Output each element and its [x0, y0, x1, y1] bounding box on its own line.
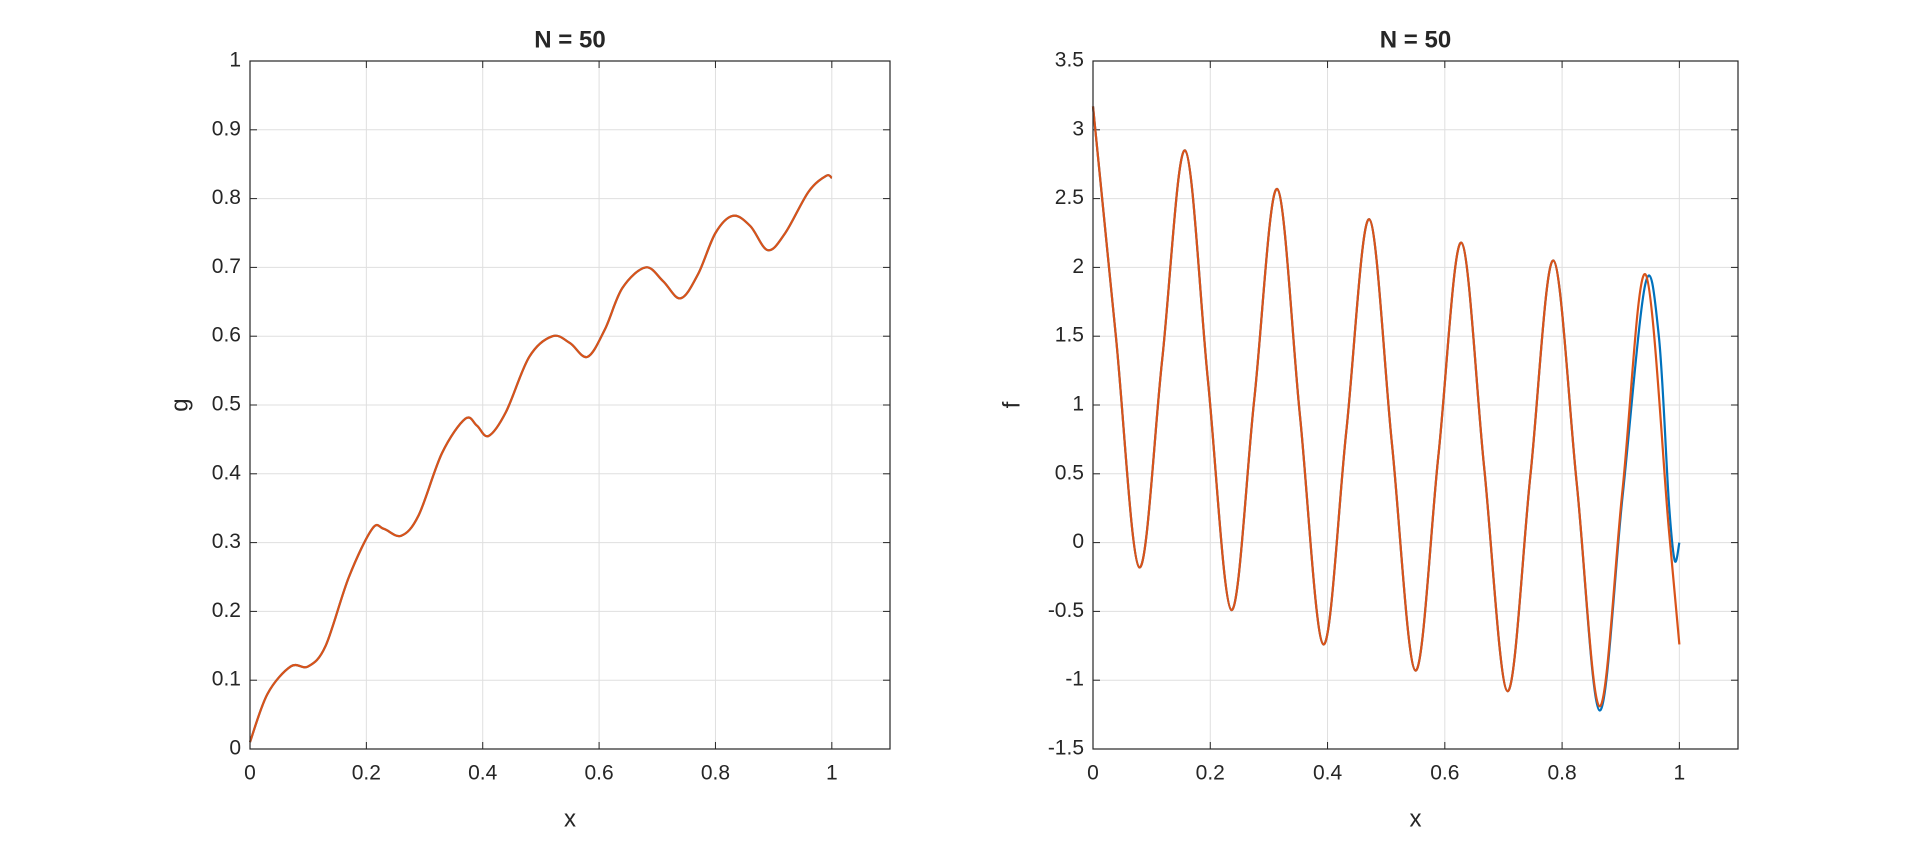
y-tick-label: 0 — [229, 737, 241, 760]
x-tick-label: 0.6 — [1430, 762, 1459, 785]
y-tick-label: 0.1 — [212, 668, 241, 691]
y-axis-label: f — [998, 401, 1025, 408]
y-tick-label: 1.5 — [1055, 324, 1084, 347]
y-tick-label: -1.5 — [1048, 737, 1084, 760]
y-tick-label: -1 — [1065, 668, 1084, 691]
x-tick-label: 0.4 — [1313, 762, 1343, 785]
y-tick-label: 0.2 — [212, 599, 241, 622]
y-tick-label: 3 — [1072, 117, 1084, 140]
x-tick-label: 1 — [1674, 762, 1686, 785]
y-tick-label: 0.9 — [212, 117, 241, 140]
y-tick-label: 3.5 — [1055, 49, 1084, 72]
y-tick-label: 0.5 — [1055, 461, 1084, 484]
y-axis-label: g — [166, 398, 193, 411]
data-line — [1091, 106, 1681, 708]
axes-box — [249, 60, 891, 750]
y-tick-label: 0.8 — [212, 186, 241, 209]
y-tick-label: 1 — [229, 49, 241, 72]
axes-box — [1092, 60, 1739, 750]
y-tick-label: 2.5 — [1055, 186, 1084, 209]
x-tick-label: 0.2 — [1196, 762, 1225, 785]
x-tick-label: 0.2 — [352, 762, 381, 785]
chart-title: N = 50 — [534, 26, 605, 53]
y-tick-label: 0.4 — [212, 461, 242, 484]
y-tick-label: 1 — [1072, 393, 1084, 416]
x-tick-label: 0.4 — [468, 762, 498, 785]
data-line — [248, 174, 833, 743]
y-tick-label: 0.5 — [212, 393, 241, 416]
y-tick-label: 2 — [1072, 255, 1084, 278]
x-tick-label: 0 — [244, 762, 256, 785]
y-tick-label: 0 — [1072, 530, 1084, 553]
x-axis-label: x — [1410, 805, 1422, 832]
x-tick-label: 0 — [1087, 762, 1099, 785]
x-tick-label: 0.8 — [701, 762, 730, 785]
chart-title: N = 50 — [1380, 26, 1451, 53]
x-tick-label: 0.6 — [584, 762, 613, 785]
x-tick-label: 0.8 — [1547, 762, 1576, 785]
y-tick-label: 0.7 — [212, 255, 241, 278]
x-tick-label: 1 — [826, 762, 838, 785]
y-tick-label: -0.5 — [1048, 599, 1084, 622]
y-tick-label: 0.3 — [212, 530, 241, 553]
y-tick-label: 0.6 — [212, 324, 241, 347]
x-axis-label: x — [564, 805, 576, 832]
